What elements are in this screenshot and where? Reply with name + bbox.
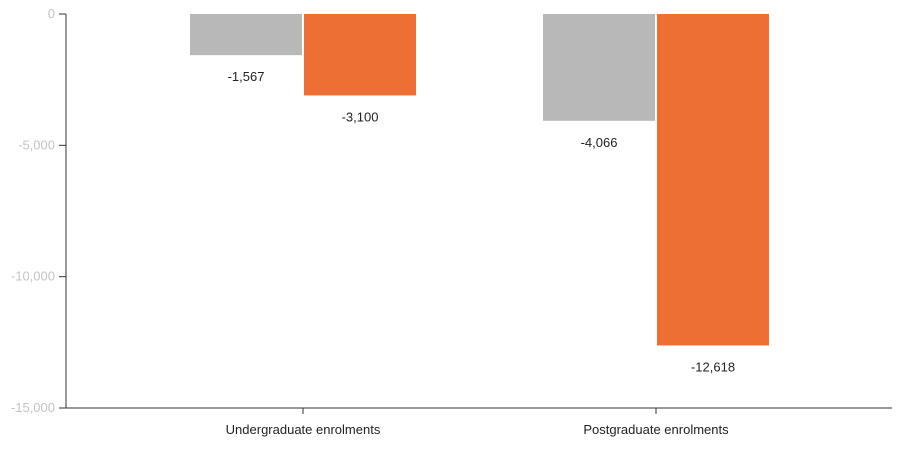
y-tick-label: -15,000 xyxy=(11,400,55,415)
bar xyxy=(304,14,416,96)
data-label: -1,567 xyxy=(228,69,265,84)
bar xyxy=(543,14,655,121)
labels: -1,567 -3,100 -4,066 -12,618 xyxy=(228,69,735,374)
y-tick-label: -10,000 xyxy=(11,269,55,284)
data-label: -12,618 xyxy=(691,359,735,374)
data-label: -3,100 xyxy=(342,109,379,124)
x-tick-label: Postgraduate enrolments xyxy=(583,422,729,437)
y-tick-label: 0 xyxy=(48,6,55,21)
x-tick-label: Undergraduate enrolments xyxy=(226,422,381,437)
bars xyxy=(190,14,769,346)
y-tick-label: -5,000 xyxy=(18,137,55,152)
axes: 0 -5,000 -10,000 -15,000 Undergraduate enrol… xyxy=(11,6,892,437)
bar xyxy=(657,14,769,346)
data-label: -4,066 xyxy=(581,135,618,150)
bar xyxy=(190,14,302,56)
